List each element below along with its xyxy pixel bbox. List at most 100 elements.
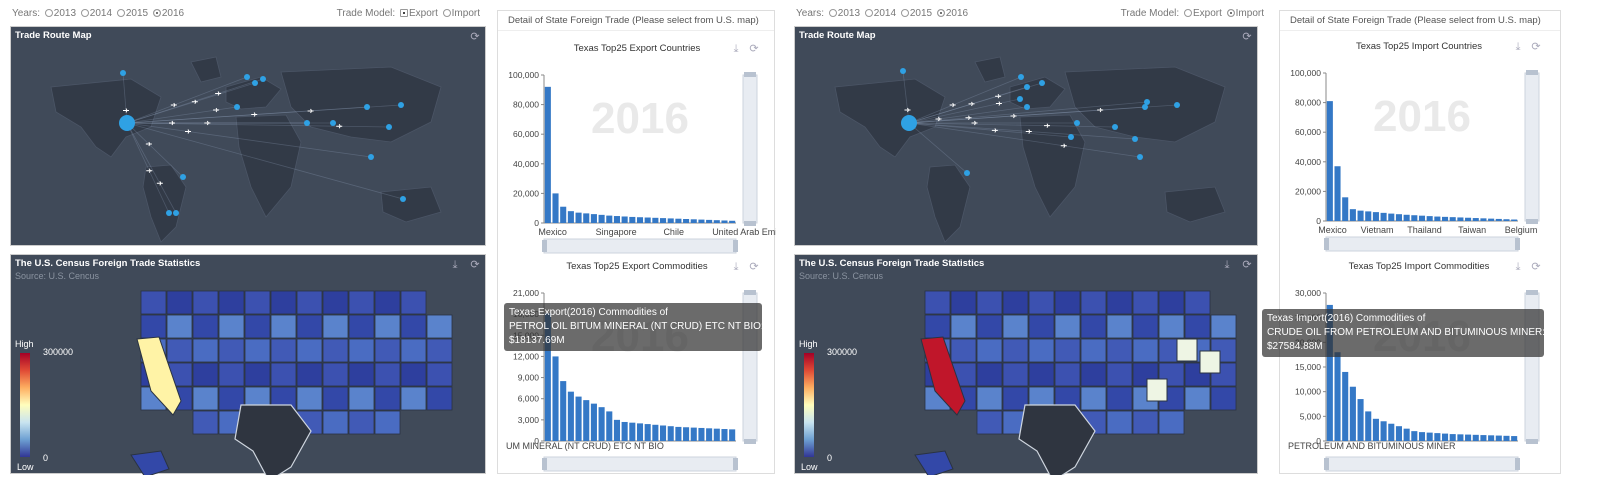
trade-partner-dot[interactable]	[1068, 134, 1074, 140]
state-shape[interactable]	[348, 410, 375, 435]
bar[interactable]	[698, 427, 705, 441]
refresh-icon[interactable]: ⟳	[749, 43, 759, 55]
state-shape[interactable]	[1158, 290, 1185, 315]
state-shape[interactable]	[374, 290, 401, 315]
state-shape[interactable]	[1002, 362, 1029, 387]
model-radio-export[interactable]	[399, 9, 408, 17]
bar[interactable]	[1326, 304, 1333, 441]
trade-partner-dot[interactable]	[1142, 104, 1148, 110]
bar[interactable]	[1349, 386, 1356, 441]
bar[interactable]	[590, 403, 597, 441]
trade-partner-dot[interactable]	[166, 210, 172, 216]
state-shape[interactable]	[322, 410, 349, 435]
bar[interactable]	[583, 213, 590, 223]
bar[interactable]	[606, 411, 613, 441]
bar[interactable]	[1326, 101, 1333, 221]
trade-partner-dot[interactable]	[1137, 154, 1143, 160]
bar[interactable]	[629, 216, 636, 223]
bar[interactable]	[1380, 212, 1387, 221]
state-shape[interactable]	[1106, 290, 1133, 315]
state-shape[interactable]	[1028, 338, 1055, 363]
bar[interactable]	[575, 396, 582, 441]
bar[interactable]	[675, 218, 682, 223]
bar[interactable]	[1388, 213, 1395, 221]
bar[interactable]	[1503, 219, 1510, 221]
slider-handle-right[interactable]	[733, 458, 738, 470]
trade-partner-dot[interactable]	[368, 154, 374, 160]
bar[interactable]	[1511, 219, 1518, 221]
state-shape[interactable]	[218, 314, 245, 339]
bar[interactable]	[1418, 432, 1426, 441]
bar[interactable]	[613, 216, 620, 223]
trade-partner-dot[interactable]	[1024, 84, 1030, 90]
bar[interactable]	[1442, 433, 1449, 441]
x-zoom-slider[interactable]	[1325, 236, 1519, 252]
state-alaska[interactable]	[914, 450, 954, 475]
countries-bar-chart[interactable]: 2016 0 20,000 40,000 60,000 80,000 100,000 Mexi…	[1280, 53, 1558, 253]
state-shape[interactable]	[374, 314, 401, 339]
state-shape[interactable]	[322, 362, 349, 387]
state-shape[interactable]	[1002, 290, 1029, 315]
bar[interactable]	[1434, 216, 1441, 221]
state-texas[interactable]	[1018, 404, 1096, 475]
bar[interactable]	[1465, 217, 1472, 221]
trade-partner-dot[interactable]	[260, 76, 266, 82]
state-shape[interactable]	[1080, 314, 1107, 339]
state-shape[interactable]	[950, 290, 977, 315]
state-shape[interactable]	[1106, 362, 1133, 387]
state-shape[interactable]	[374, 410, 401, 435]
trade-partner-dot[interactable]	[1174, 102, 1180, 108]
slider-handle-left[interactable]	[1324, 238, 1329, 250]
slider-handle-bottom[interactable]	[1526, 219, 1538, 224]
bar[interactable]	[1334, 166, 1341, 221]
state-shape[interactable]	[1210, 386, 1237, 411]
bar[interactable]	[652, 217, 659, 223]
state-shape[interactable]	[374, 362, 401, 387]
state-shape[interactable]	[296, 290, 323, 315]
state-shape[interactable]	[1080, 290, 1107, 315]
state-shape[interactable]	[1080, 386, 1107, 411]
trade-partner-dot[interactable]	[900, 68, 906, 74]
state-shape[interactable]	[1002, 338, 1029, 363]
bar[interactable]	[667, 426, 674, 441]
bar[interactable]	[652, 424, 659, 441]
state-shape[interactable]	[218, 362, 245, 387]
slider-handle-top[interactable]	[1526, 70, 1538, 75]
state-shape[interactable]	[1184, 386, 1211, 411]
bar[interactable]	[1411, 215, 1418, 221]
state-shape[interactable]	[1132, 290, 1159, 315]
state-shape[interactable]	[400, 338, 427, 363]
bar[interactable]	[644, 424, 651, 441]
state-shape[interactable]	[192, 290, 219, 315]
bar[interactable]	[1395, 426, 1402, 441]
bar[interactable]	[636, 423, 644, 441]
state-california[interactable]	[136, 336, 182, 416]
slider-handle-right[interactable]	[1515, 458, 1520, 470]
state-shape[interactable]	[1176, 338, 1198, 362]
trade-partner-dot[interactable]	[386, 124, 392, 130]
trade-partner-dot[interactable]	[364, 104, 370, 110]
bar[interactable]	[1388, 423, 1395, 441]
state-shape[interactable]	[400, 290, 427, 315]
year-radio-2013[interactable]	[44, 9, 53, 17]
state-shape[interactable]	[348, 386, 375, 411]
state-shape[interactable]	[976, 362, 1003, 387]
state-shape[interactable]	[140, 314, 167, 339]
bar[interactable]	[644, 217, 651, 223]
bar[interactable]	[660, 218, 667, 223]
bar[interactable]	[1403, 428, 1410, 441]
bar[interactable]	[1449, 217, 1456, 221]
slider-handle-top[interactable]	[744, 72, 756, 77]
x-zoom-slider[interactable]	[543, 238, 737, 254]
bar[interactable]	[1357, 210, 1364, 221]
bar[interactable]	[544, 313, 551, 441]
state-shape[interactable]	[924, 314, 951, 339]
state-shape[interactable]	[1054, 338, 1081, 363]
state-shape[interactable]	[426, 338, 453, 363]
state-shape[interactable]	[1184, 290, 1211, 315]
refresh-icon[interactable]: ⟳	[470, 31, 480, 43]
bar[interactable]	[1357, 399, 1364, 441]
state-shape[interactable]	[348, 362, 375, 387]
countries-bar-chart[interactable]: 2016 0 20,000 40,000 60,000 80,000 100,000 Mexi…	[498, 55, 776, 255]
bar[interactable]	[621, 216, 628, 223]
